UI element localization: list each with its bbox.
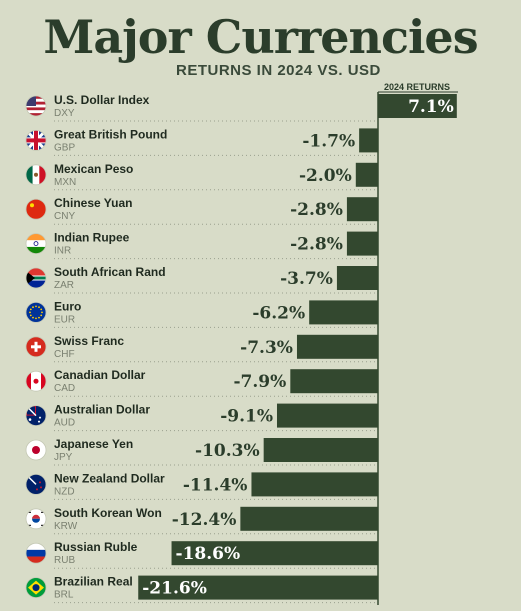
series-header: 2024 RETURNS [384,82,450,92]
currency-code: GBP [54,142,75,153]
currency-name: Indian Rupee [54,231,130,245]
data-label: -18.6% [176,544,241,564]
india-flag-icon [25,233,47,255]
bar [240,506,378,531]
data-label: -1.7% [302,131,355,151]
china-flag-icon [25,198,47,220]
currency-name: Japanese Yen [54,437,133,451]
mexico-flag-icon [25,164,47,186]
currency-code: CAD [54,383,75,394]
bar [296,334,378,359]
currency-name: South Korean Won [54,506,162,520]
south-korea-flag-icon [25,508,47,530]
currency-name: Euro [54,299,81,313]
new-zealand-flag-icon [25,473,47,495]
bar [378,94,457,118]
eu-flag-icon [25,301,47,323]
brazil-flag-icon [25,577,47,598]
bar [346,231,378,256]
data-label: -7.9% [234,372,287,392]
currency-name: New Zealand Dollar [54,471,165,485]
data-label: -2.8% [290,200,343,220]
switzerland-flag-icon [25,336,47,358]
data-label: -2.8% [290,235,343,255]
russia-flag-icon [25,542,47,564]
data-label: -10.3% [195,441,260,461]
currency-name: Great British Pound [54,127,167,141]
chart-title: Major Currencies [43,10,478,64]
currency-code: BRL [54,590,74,601]
bar [276,403,378,428]
currency-code: RUB [54,555,75,566]
bar [359,128,378,153]
data-label: -12.4% [172,510,237,530]
data-label: -7.3% [240,338,293,358]
bar [251,472,378,497]
currency-name: Brazilian Real [54,575,133,589]
currency-name: Russian Ruble [54,540,138,554]
bar [355,162,378,187]
australia-flag-icon [25,405,47,427]
currency-code: AUD [54,418,75,429]
currency-code: INR [54,246,71,257]
chart-subtitle: RETURNS IN 2024 VS. USD [176,62,381,79]
currency-code: ZAR [54,280,74,291]
bar [290,369,378,394]
currency-name: Chinese Yuan [54,196,132,210]
currency-code: CNY [54,211,75,222]
data-label: -21.6% [142,579,207,599]
bar [263,438,378,462]
currency-code: DXY [54,108,75,119]
uk-flag-icon [25,129,47,151]
data-label: -3.7% [280,269,333,289]
currency-code: JPY [54,452,73,463]
data-label: 7.1% [408,97,454,117]
bar [336,266,378,290]
data-label: -9.1% [220,407,273,427]
bar [346,197,378,222]
bar [309,300,378,325]
data-label: -6.2% [252,303,305,323]
currency-name: Canadian Dollar [54,368,146,382]
currency-code: CHF [54,349,75,360]
currency-name: U.S. Dollar Index [54,93,150,107]
currency-code: NZD [54,486,75,497]
currency-name: Australian Dollar [54,403,150,417]
south-africa-flag-icon [25,267,47,289]
currency-code: MXN [54,177,76,188]
currency-name: Mexican Peso [54,162,133,176]
us-flag-icon [25,95,47,117]
currency-code: EUR [54,314,75,325]
currency-code: KRW [54,521,78,532]
bar [171,541,378,566]
currency-name: South African Rand [54,265,166,279]
canada-flag-icon [25,370,47,392]
data-label: -11.4% [183,475,248,495]
japan-flag-icon [25,439,47,461]
data-label: -2.0% [299,166,352,186]
bar [138,575,378,600]
currency-name: Swiss Franc [54,334,124,348]
